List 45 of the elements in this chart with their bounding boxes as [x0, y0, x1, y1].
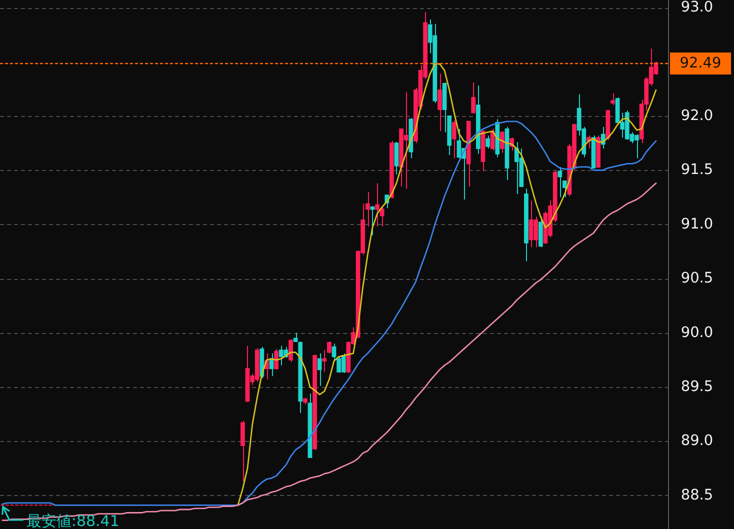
candlestick: [317, 352, 322, 386]
candlestick: [375, 182, 380, 228]
y-tick-label: 91.5: [680, 162, 714, 178]
candlestick: [312, 354, 317, 450]
y-tick-label: 90.0: [680, 324, 714, 341]
candlestick: [380, 206, 384, 228]
y-tick-label: 92.0: [680, 108, 714, 124]
candlestick: [476, 85, 480, 154]
candlestick: [500, 130, 504, 154]
candlestick: [486, 135, 490, 150]
candlestick: [538, 216, 543, 248]
candlestick: [370, 205, 375, 236]
y-tick-label: 89.5: [680, 378, 714, 395]
candlestick: [298, 340, 303, 414]
candlestick: [394, 142, 399, 176]
line-series: [2, 120, 657, 506]
candlestick: [240, 420, 245, 482]
y-tick-label: 89.0: [680, 433, 714, 450]
candlestick: [438, 73, 442, 132]
candlestick: [302, 397, 308, 405]
y-tick-label: 91.0: [680, 216, 714, 232]
candlestick: [332, 343, 336, 362]
candlestick: [524, 188, 528, 262]
candlestick: [596, 135, 600, 169]
candlestick: [504, 126, 510, 180]
candlestick: [269, 352, 274, 377]
candlestick: [389, 140, 394, 199]
candlestick: [480, 130, 486, 172]
candlestick: [471, 82, 476, 114]
y-tick-label: 90.5: [680, 270, 714, 287]
candlestick: [610, 92, 615, 106]
candlestick: [293, 332, 298, 342]
candlestick: [308, 393, 312, 458]
line-series: [237, 63, 657, 506]
candlestick: [274, 348, 279, 370]
y-tick-label: 93.0: [680, 0, 714, 16]
candlestick: [322, 350, 327, 372]
ref-line-label: 92.49: [680, 56, 722, 72]
candlestick: [327, 340, 332, 354]
candlestick: [466, 120, 471, 187]
candlestick: [288, 338, 293, 363]
candlestick: [490, 128, 495, 152]
ref-label: 92.49: [670, 52, 731, 74]
y-tick-label: 88.5: [680, 487, 714, 504]
candlestick: [452, 120, 456, 159]
